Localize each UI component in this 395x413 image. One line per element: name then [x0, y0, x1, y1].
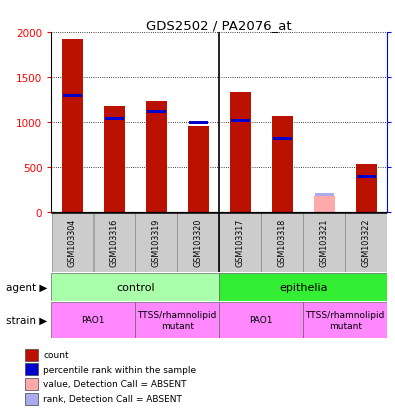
Bar [51, 302, 135, 338]
Text: rank, Detection Call = ABSENT: rank, Detection Call = ABSENT [43, 394, 182, 404]
Bar [261, 213, 303, 272]
Bar [63, 94, 82, 97]
Bar [177, 213, 219, 272]
Text: control: control [116, 282, 154, 292]
Bar [345, 213, 387, 272]
Text: GSM103319: GSM103319 [152, 218, 161, 267]
Bar [188, 126, 209, 213]
Bar [51, 273, 219, 301]
Bar [314, 196, 335, 213]
Bar [105, 118, 124, 121]
Bar [315, 193, 334, 196]
Text: epithelia: epithelia [279, 282, 327, 292]
Bar [25, 393, 38, 405]
Bar [356, 165, 376, 213]
Text: GSM103318: GSM103318 [278, 218, 287, 267]
Bar [272, 117, 293, 213]
Text: PAO1: PAO1 [82, 316, 105, 325]
Bar [231, 119, 250, 123]
Text: count: count [43, 350, 69, 359]
Bar [52, 213, 93, 272]
Text: GSM103321: GSM103321 [320, 218, 329, 267]
Bar [220, 213, 261, 272]
Text: GSM103316: GSM103316 [110, 218, 119, 267]
Text: GSM103317: GSM103317 [236, 218, 245, 267]
Bar [219, 273, 387, 301]
Text: percentile rank within the sample: percentile rank within the sample [43, 365, 196, 374]
Bar [273, 138, 292, 140]
Bar [303, 302, 387, 338]
Bar [94, 213, 135, 272]
Bar [146, 101, 167, 213]
Text: GSM103304: GSM103304 [68, 218, 77, 267]
Bar [303, 213, 345, 272]
Text: TTSS/rhamnolipid
mutant: TTSS/rhamnolipid mutant [305, 311, 385, 330]
Bar [147, 111, 166, 114]
Bar [25, 363, 38, 375]
Bar [25, 378, 38, 390]
Bar [104, 107, 125, 213]
Text: strain ▶: strain ▶ [6, 315, 47, 325]
Bar [357, 175, 376, 178]
Bar [25, 349, 38, 361]
Text: GSM103320: GSM103320 [194, 218, 203, 267]
Text: value, Detection Call = ABSENT: value, Detection Call = ABSENT [43, 379, 186, 388]
Bar [219, 302, 303, 338]
Bar [62, 40, 83, 213]
Text: GSM103322: GSM103322 [361, 218, 371, 267]
Text: TTSS/rhamnolipid
mutant: TTSS/rhamnolipid mutant [137, 311, 217, 330]
Text: PAO1: PAO1 [250, 316, 273, 325]
Bar [189, 121, 208, 124]
Bar [135, 213, 177, 272]
Bar [135, 302, 219, 338]
Bar [230, 93, 251, 213]
Text: agent ▶: agent ▶ [6, 282, 47, 292]
Title: GDS2502 / PA2076_at: GDS2502 / PA2076_at [147, 19, 292, 32]
